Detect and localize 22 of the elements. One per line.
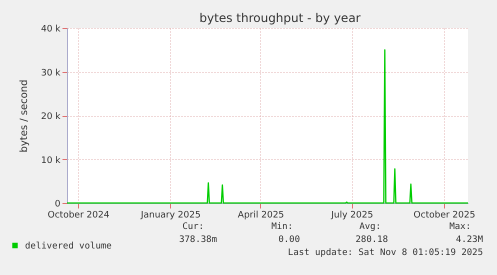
y-tick-label: 30 k: [40, 68, 62, 78]
text: Last update: Sat Nov 8 01:05:19 2025: [288, 248, 483, 258]
text: 378.38m: [179, 235, 217, 245]
x-tick-label: April 2025: [238, 210, 284, 220]
text: 4.23M: [456, 235, 484, 245]
x-tick-label: January 2025: [140, 210, 201, 220]
y-tick-label: 0: [54, 200, 61, 210]
text: Cur:: [182, 222, 204, 232]
x-tick-label: July 2025: [330, 210, 374, 220]
text: 280.18: [355, 235, 388, 245]
text: Max:: [449, 222, 471, 232]
legend-label: delivered volume: [25, 242, 112, 252]
x-tick-label: October 2024: [48, 210, 110, 220]
text: 0.00: [278, 235, 300, 245]
y-tick-label: 20 k: [40, 112, 62, 122]
x-tick-label: October 2025: [414, 210, 476, 220]
y-axis-title: bytes / second: [18, 80, 30, 152]
text: Avg:: [359, 222, 381, 232]
chart-title: bytes throughput - by year: [199, 11, 361, 25]
y-tick-label: 40 k: [40, 24, 62, 34]
text: Min:: [271, 222, 293, 232]
y-tick-label: 10 k: [40, 156, 62, 166]
